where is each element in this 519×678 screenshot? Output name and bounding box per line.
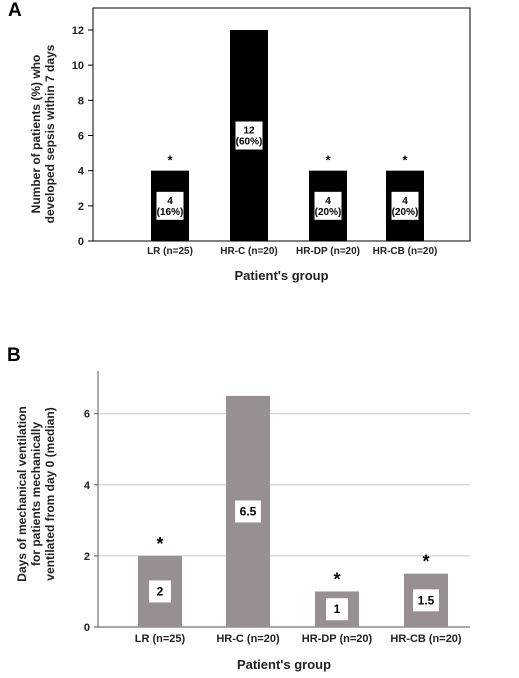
data-label-box-2 xyxy=(326,598,348,621)
y-tick-label-0: 0 xyxy=(78,236,84,248)
y-axis-title-line-1: for patients mechanically xyxy=(29,422,43,566)
significance-marker-2: * xyxy=(333,569,340,589)
x-tick-label-3: HR-CB (n=20) xyxy=(373,246,438,257)
data-label-box-3 xyxy=(413,589,439,612)
x-tick-label-1: HR-C (n=20) xyxy=(220,246,278,257)
data-label-3-0: 4 xyxy=(402,196,408,207)
plot-frame xyxy=(92,7,471,242)
data-label-3-0: 1.5 xyxy=(418,593,435,607)
data-label-0-1: (16%) xyxy=(157,207,184,218)
x-tick-label-0: LR (n=25) xyxy=(135,633,186,645)
data-label-0-0: 4 xyxy=(167,196,173,207)
y-tick-label-3: 6 xyxy=(84,409,90,421)
significance-marker-3: * xyxy=(402,153,408,168)
x-tick-label-2: HR-DP (n=20) xyxy=(302,633,373,645)
x-tick-label-2: HR-DP (n=20) xyxy=(296,246,360,257)
data-label-box-1 xyxy=(235,500,261,523)
data-label-1-1: (60%) xyxy=(236,137,263,148)
data-label-box-1 xyxy=(235,121,263,150)
y-axis-title-line-2: ventilated from day 0 (median) xyxy=(43,407,57,580)
significance-marker-3: * xyxy=(422,552,429,572)
y-tick-label-6: 12 xyxy=(72,25,84,37)
data-label-0-0: 2 xyxy=(157,584,164,598)
data-label-1-0: 12 xyxy=(243,126,255,137)
y-axis-title-line-1: developed sepsis within 7 days xyxy=(43,44,57,223)
data-label-3-1: (20%) xyxy=(392,207,419,218)
data-label-box-3 xyxy=(391,191,419,220)
y-tick-label-2: 4 xyxy=(84,480,91,492)
chart-panel-b: B 0 2 4 6 2 * LR (n=25) 6.5 HR-C (n=20) 1 * HR-DP (n… xyxy=(7,345,470,672)
y-tick-label-1: 2 xyxy=(78,201,84,213)
x-axis-title: Patient's group xyxy=(237,657,331,672)
data-label-box-0 xyxy=(156,191,184,220)
data-label-box-0 xyxy=(149,580,171,603)
significance-marker-0: * xyxy=(167,153,173,168)
y-tick-label-3: 6 xyxy=(78,131,84,143)
y-tick-label-4: 8 xyxy=(78,95,84,107)
y-tick-label-2: 4 xyxy=(78,166,85,178)
y-axis-title-line-0: Days of mechanical ventilation xyxy=(15,406,29,581)
data-label-2-0: 1 xyxy=(334,602,341,616)
x-tick-label-1: HR-C (n=20) xyxy=(216,633,280,645)
x-axis-title: Patient's group xyxy=(234,268,328,283)
x-tick-label-3: HR-CB (n=20) xyxy=(390,633,462,645)
y-tick-label-5: 10 xyxy=(72,60,84,72)
panel-label: A xyxy=(8,0,22,21)
y-axis-title: Days of mechanical ventilationfor patien… xyxy=(15,406,57,581)
x-tick-label-0: LR (n=25) xyxy=(147,246,193,257)
data-label-box-2 xyxy=(314,191,342,220)
panel-label: B xyxy=(7,345,21,366)
data-label-2-1: (20%) xyxy=(315,207,342,218)
data-label-2-0: 4 xyxy=(325,196,331,207)
significance-marker-2: * xyxy=(325,153,331,168)
y-tick-label-0: 0 xyxy=(84,622,90,634)
y-axis-title: Number of patients (%) whodeveloped seps… xyxy=(29,44,57,223)
y-tick-label-1: 2 xyxy=(84,551,90,563)
significance-marker-0: * xyxy=(156,534,163,554)
data-label-1-0: 6.5 xyxy=(240,504,257,518)
y-axis-title-line-0: Number of patients (%) who xyxy=(29,55,43,214)
